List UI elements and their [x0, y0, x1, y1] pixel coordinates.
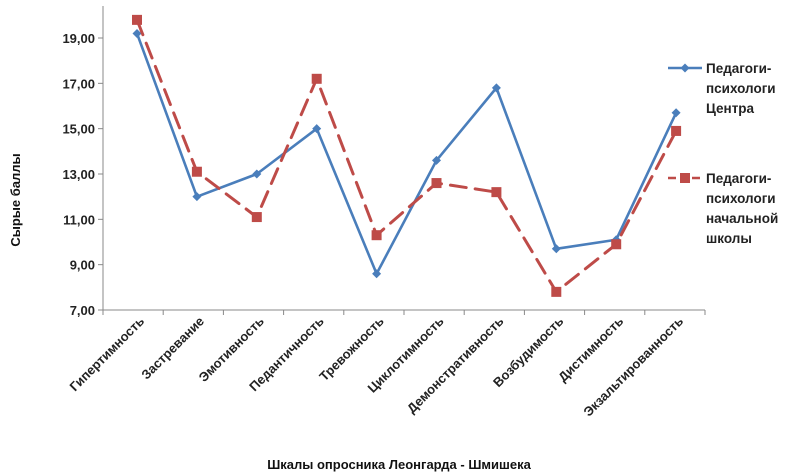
legend-label-line: Педагоги- — [706, 61, 771, 76]
y-tick-label: 17,00 — [62, 76, 95, 91]
data-point — [312, 124, 322, 134]
data-point — [311, 73, 322, 84]
axes: 7,00 9,00 11,00 13,00 15,00 17,00 19,00 Гиперти… — [62, 6, 706, 420]
legend-label-line: психологи — [706, 81, 776, 96]
data-point — [551, 244, 561, 254]
x-tick-label: Экзальтированность — [580, 314, 686, 420]
data-point — [132, 28, 142, 38]
legend-label-line: Центра — [706, 101, 755, 116]
y-tick-label: 13,00 — [62, 167, 95, 182]
x-axis-title: Шкалы опросника Леонгарда - Шмишека — [267, 457, 531, 472]
data-point — [611, 239, 622, 250]
y-tick-label: 9,00 — [70, 258, 95, 273]
series-line-2 — [135, 18, 678, 294]
data-point — [371, 230, 382, 241]
data-point — [671, 108, 681, 118]
data-point — [252, 169, 262, 179]
legend-label-line: Педагоги- — [706, 171, 771, 186]
data-point — [491, 83, 501, 93]
data-point — [372, 269, 382, 279]
legend-marker — [680, 173, 690, 183]
data-point — [132, 14, 142, 25]
legend-label-line: начальной — [706, 211, 778, 226]
series-layer — [132, 14, 682, 297]
data-point — [551, 286, 562, 297]
data-point — [251, 212, 262, 223]
data-point — [431, 178, 442, 189]
y-tick-label: 11,00 — [63, 212, 95, 227]
legend: Педагоги-психологи Центра Педагоги-психоло… — [668, 61, 778, 246]
data-point — [671, 125, 682, 136]
x-tick-label: Гипертимность — [66, 314, 147, 395]
data-point — [432, 155, 441, 165]
y-tick-label: 15,00 — [62, 122, 95, 137]
y-tick-label: 7,00 — [70, 303, 95, 318]
series-line-1 — [135, 32, 678, 276]
data-point — [192, 192, 202, 202]
y-axis-title: Сырые баллы — [8, 153, 23, 246]
data-point — [491, 187, 502, 198]
y-tick-label: 19,00 — [62, 31, 95, 46]
legend-label-line: психологи — [706, 191, 776, 206]
legend-marker — [680, 63, 690, 73]
legend-label-line: школы — [706, 231, 752, 246]
data-point — [191, 166, 202, 177]
